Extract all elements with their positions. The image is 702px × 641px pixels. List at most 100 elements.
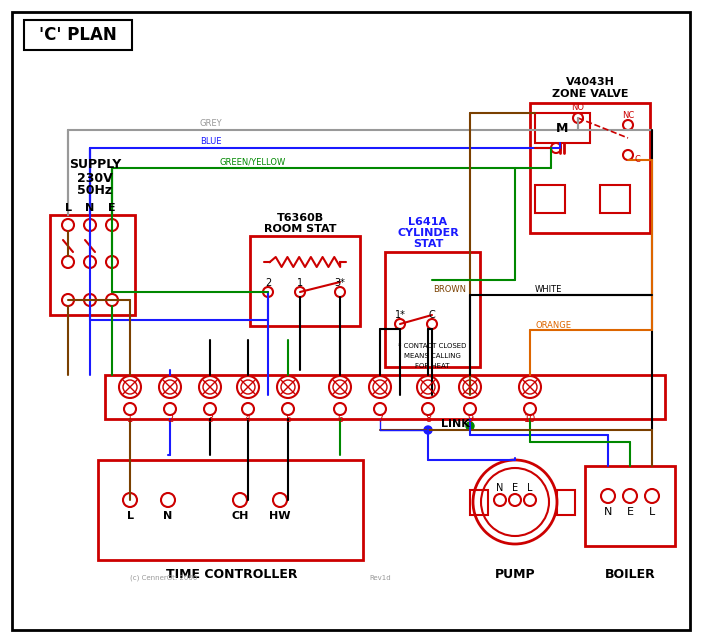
Circle shape [374, 403, 386, 415]
Circle shape [281, 380, 295, 394]
Text: L: L [649, 507, 655, 517]
Text: L: L [65, 203, 72, 213]
Circle shape [164, 403, 176, 415]
Circle shape [466, 422, 474, 430]
Text: L641A: L641A [409, 217, 448, 227]
Text: LINK: LINK [441, 419, 470, 429]
Text: 230V: 230V [77, 172, 113, 185]
Circle shape [273, 493, 287, 507]
Text: 2: 2 [265, 278, 271, 288]
Text: 50Hz: 50Hz [77, 185, 112, 197]
Text: FOR HEAT: FOR HEAT [415, 363, 449, 369]
Text: TIME CONTROLLER: TIME CONTROLLER [166, 569, 298, 581]
Circle shape [623, 150, 633, 160]
Circle shape [523, 380, 537, 394]
Text: 1: 1 [297, 278, 303, 288]
Text: M: M [556, 122, 568, 135]
Circle shape [494, 494, 506, 506]
Text: 1*: 1* [395, 310, 406, 320]
Text: L: L [126, 511, 133, 521]
Circle shape [295, 287, 305, 297]
Text: L: L [527, 483, 533, 493]
Circle shape [62, 219, 74, 231]
Text: GREEN/YELLOW: GREEN/YELLOW [220, 158, 286, 167]
Circle shape [481, 468, 549, 536]
Circle shape [84, 294, 96, 306]
Circle shape [334, 403, 346, 415]
Text: N: N [86, 203, 95, 213]
Text: CH: CH [232, 511, 249, 521]
Bar [385, 252, 480, 367]
Circle shape [509, 494, 521, 506]
Circle shape [551, 143, 561, 153]
Text: BOILER: BOILER [604, 569, 656, 581]
Circle shape [123, 493, 137, 507]
Text: 6: 6 [337, 414, 343, 424]
Circle shape [395, 319, 405, 329]
Text: WHITE: WHITE [535, 285, 562, 294]
Circle shape [84, 256, 96, 268]
Bar [535, 185, 565, 213]
Bar [98, 460, 363, 560]
Text: NC: NC [622, 110, 634, 119]
Circle shape [463, 380, 477, 394]
Text: STAT: STAT [413, 239, 443, 249]
Circle shape [422, 403, 434, 415]
Bar [50, 215, 135, 315]
Bar [600, 185, 630, 213]
Text: BLUE: BLUE [200, 138, 222, 147]
Text: 4: 4 [245, 414, 251, 424]
Circle shape [282, 403, 294, 415]
Circle shape [163, 380, 177, 394]
Circle shape [473, 460, 557, 544]
Circle shape [123, 380, 137, 394]
Circle shape [62, 294, 74, 306]
Circle shape [106, 294, 118, 306]
Text: ORANGE: ORANGE [535, 320, 571, 329]
Text: N: N [164, 511, 173, 521]
Text: SUPPLY: SUPPLY [69, 158, 121, 172]
Circle shape [119, 376, 141, 398]
Circle shape [124, 403, 136, 415]
Bar [585, 466, 675, 546]
Text: E: E [512, 483, 518, 493]
Circle shape [333, 380, 347, 394]
Circle shape [329, 376, 351, 398]
Circle shape [159, 376, 181, 398]
Text: NO: NO [571, 103, 585, 113]
Text: ROOM STAT: ROOM STAT [264, 224, 336, 234]
Circle shape [369, 376, 391, 398]
Circle shape [241, 380, 255, 394]
Text: 9: 9 [467, 414, 473, 424]
Text: GREY: GREY [200, 119, 223, 128]
Circle shape [233, 493, 247, 507]
Circle shape [623, 120, 633, 130]
Text: N: N [496, 483, 504, 493]
Circle shape [106, 256, 118, 268]
Circle shape [84, 219, 96, 231]
Text: HW: HW [270, 511, 291, 521]
Bar [557, 490, 575, 515]
Text: N: N [604, 507, 612, 517]
Bar [535, 113, 590, 143]
Text: * CONTACT CLOSED: * CONTACT CLOSED [398, 343, 466, 349]
Circle shape [464, 403, 476, 415]
Text: 3: 3 [207, 414, 213, 424]
Circle shape [373, 380, 387, 394]
Text: 2: 2 [167, 414, 173, 424]
Text: Rev1d: Rev1d [369, 575, 391, 581]
Text: PUMP: PUMP [495, 569, 536, 581]
Text: C: C [429, 310, 435, 320]
Text: T6360B: T6360B [277, 213, 324, 223]
Circle shape [106, 219, 118, 231]
Circle shape [335, 287, 345, 297]
Text: V4043H: V4043H [566, 77, 614, 87]
Text: 10: 10 [524, 414, 536, 424]
Circle shape [427, 319, 437, 329]
Bar [105, 375, 665, 419]
Circle shape [524, 403, 536, 415]
Circle shape [573, 113, 583, 123]
Circle shape [601, 489, 615, 503]
Circle shape [623, 489, 637, 503]
Circle shape [199, 376, 221, 398]
